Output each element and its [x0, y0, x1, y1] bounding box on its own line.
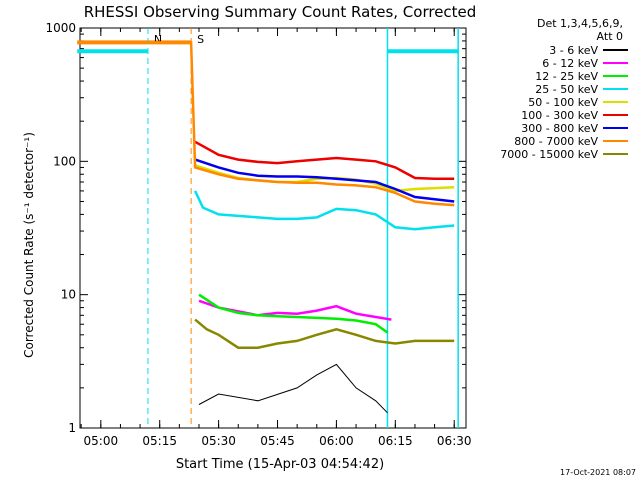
legend-label: 800 - 7000 keV [514, 135, 598, 148]
legend-label: 50 - 100 keV [528, 96, 598, 109]
y-tick-label: 1000 [45, 21, 76, 35]
series-line-4 [193, 190, 455, 231]
legend-label: 300 - 800 keV [521, 122, 598, 135]
x-tick-label: 05:45 [260, 434, 295, 448]
event-marker-label: N [154, 33, 162, 46]
x-tick-label: 06:30 [437, 434, 472, 448]
plot-area: 1 10 100 1000 05:00 05:15 05:30 05:45 06:00 06:15… [45, 21, 628, 448]
legend-header-2: Att 0 [597, 30, 623, 43]
x-axis-label: Start Time (15-Apr-03 04:54:42) [176, 457, 384, 472]
x-tick-label: 06:15 [378, 434, 413, 448]
legend-label: 7000 - 15000 keV [500, 148, 598, 161]
series-line-7 [194, 158, 455, 203]
x-tick-label: 05:00 [84, 434, 119, 448]
series-line-6 [194, 140, 455, 181]
event-marker-label: S [197, 33, 204, 46]
legend-label: 100 - 300 keV [521, 109, 598, 122]
legend-label: 3 - 6 keV [549, 44, 598, 57]
series-line-3 [198, 293, 389, 334]
y-tick-label: 100 [53, 154, 76, 168]
legend-label: 6 - 12 keV [542, 57, 598, 70]
legend-label: 25 - 50 keV [535, 83, 598, 96]
chart-title: RHESSI Observing Summary Count Rates, Co… [84, 3, 477, 21]
legend-label: 12 - 25 keV [535, 70, 598, 83]
legend-header-1: Det 1,3,4,5,6,9, [537, 17, 623, 30]
x-tick-label: 05:15 [142, 434, 177, 448]
footer-timestamp: 17-Oct-2021 08:07 [560, 468, 636, 477]
plot-frame [79, 27, 467, 429]
series-line-9 [194, 318, 455, 349]
y-tick-label: 10 [61, 288, 76, 302]
series-line-1 [198, 363, 388, 414]
series-line-8 [77, 41, 455, 207]
x-tick-label: 05:30 [201, 434, 236, 448]
y-axis-label: Corrected Count Rate (s⁻¹ detector⁻¹) [22, 132, 36, 358]
x-tick-label: 06:00 [319, 434, 354, 448]
y-tick-label: 1 [68, 421, 76, 435]
